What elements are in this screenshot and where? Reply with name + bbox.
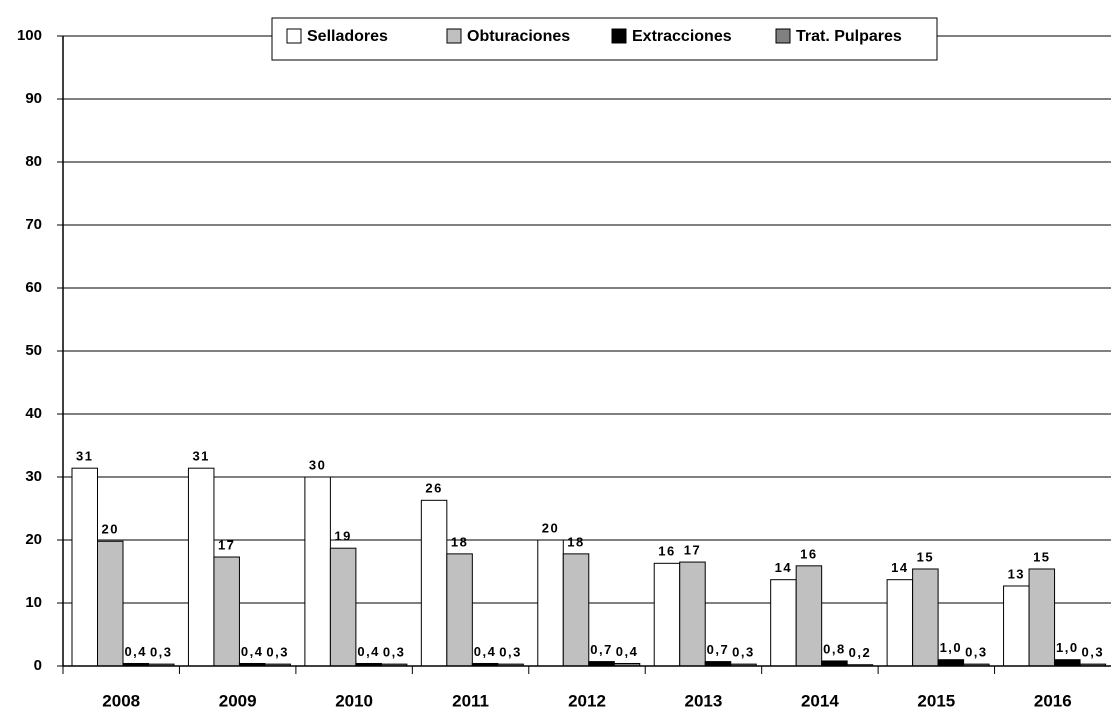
y-tick-label: 30 [25,468,42,485]
bar [1028,568,1056,667]
bar [1054,659,1081,667]
data-label: 0,2 [849,645,872,660]
bar [679,561,706,667]
data-label: 18 [567,534,584,549]
data-label: 31 [192,449,209,464]
data-label: 0,4 [357,644,380,659]
bar [446,553,473,667]
data-label: 15 [1033,549,1050,564]
data-label: 1,0 [940,640,963,655]
data-label: 0,3 [266,645,289,660]
bar [97,540,124,667]
bar [886,579,914,667]
x-tick-label: 2013 [685,691,723,710]
y-tick-label: 70 [25,216,42,233]
x-tick-label: 2016 [1034,691,1072,710]
legend-swatch [611,28,627,44]
data-label: 17 [218,537,235,552]
data-label: 20 [542,520,559,535]
bar [187,467,215,667]
x-tick-label: 2010 [335,691,373,710]
data-label: 16 [658,544,675,559]
bar [795,565,823,667]
bar [821,660,848,667]
data-label: 0,8 [823,641,846,656]
data-label: 0,3 [150,645,173,660]
data-label: 15 [917,549,934,564]
data-label: 0,3 [732,645,755,660]
data-label: 26 [425,481,442,496]
data-label: 0,3 [965,645,988,660]
data-label: 0,3 [383,645,406,660]
x-tick-label: 2008 [102,691,140,710]
bar [537,539,564,667]
data-label: 14 [775,560,792,575]
y-tick-label: 100 [17,27,42,44]
x-tick-label: 2014 [801,691,839,710]
data-label: 0,7 [707,642,730,657]
y-tick-label: 50 [25,342,42,359]
bar [770,579,797,667]
y-tick-label: 10 [25,594,42,611]
legend-label: Selladores [307,28,388,45]
bar [71,467,98,667]
bar [304,476,331,667]
data-label: 0,4 [241,644,264,659]
legend-swatch [286,28,302,44]
data-label: 0,3 [499,645,522,660]
y-tick-label: 90 [25,90,42,107]
data-label: 17 [684,542,701,557]
legend-label: Obturaciones [467,28,570,45]
bar [562,553,590,667]
y-tick-label: 80 [25,153,42,170]
y-tick-label: 0 [34,657,42,674]
bar [912,568,939,667]
x-tick-label: 2009 [219,691,257,710]
y-tick-label: 20 [25,531,42,548]
bar [653,562,681,667]
y-tick-label: 60 [25,279,42,296]
data-label: 31 [76,449,93,464]
bar [1003,585,1030,667]
legend-label: Trat. Pulpares [796,28,902,45]
data-label: 30 [309,457,326,472]
legend-label: Extracciones [632,28,732,45]
data-label: 1,0 [1056,640,1079,655]
x-tick-label: 2015 [917,691,955,710]
bar [420,499,448,667]
x-tick-label: 2011 [452,691,489,710]
data-label: 18 [451,534,468,549]
legend-swatch [775,28,791,44]
data-label: 16 [800,546,817,561]
data-label: 0,7 [590,642,613,657]
bar [937,659,965,667]
data-label: 0,4 [474,644,497,659]
data-label: 14 [891,560,908,575]
legend-box [271,17,938,61]
data-label: 13 [1008,566,1025,581]
data-label: 0,4 [124,644,147,659]
legend-swatch [446,28,462,44]
y-tick-label: 40 [25,405,42,422]
bar [329,547,357,667]
data-label: 0,3 [1082,645,1105,660]
bar [213,556,240,667]
data-label: 0,4 [616,644,639,659]
data-label: 20 [102,522,119,537]
x-tick-label: 2012 [568,691,606,710]
data-label: 19 [334,529,351,544]
